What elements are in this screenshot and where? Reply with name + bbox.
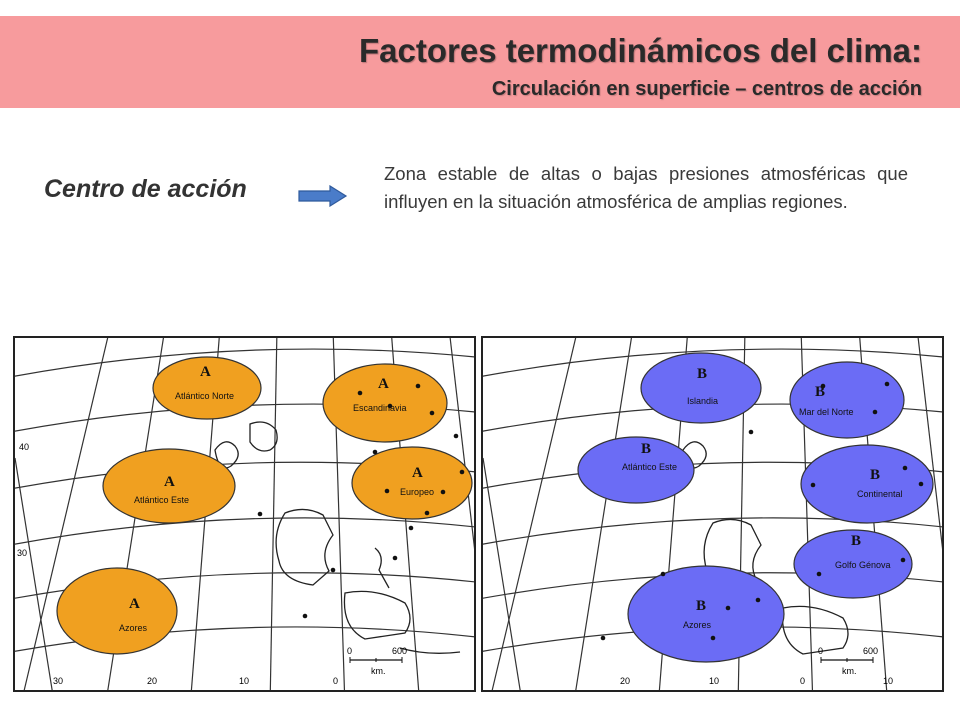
definition-text: Zona estable de altas o bajas presiones …: [384, 163, 908, 212]
scale-bar: 0 600 km.: [818, 646, 878, 676]
center-symbol: A: [378, 376, 389, 392]
center-label: Golfo Génova: [835, 560, 891, 570]
lon-label: 20: [620, 676, 630, 686]
center-label: Europeo: [400, 487, 434, 497]
center-symbol: B: [697, 366, 707, 382]
center-symbol: B: [870, 467, 880, 483]
center-ellipse: [102, 448, 236, 524]
center-ellipse: [800, 444, 934, 524]
lon-label: 0: [800, 676, 805, 686]
station-dots: [600, 381, 924, 641]
lon-label: 0: [333, 676, 338, 686]
center-label: Continental: [857, 489, 903, 499]
center-ellipse: [640, 352, 762, 424]
scale-unit: km.: [371, 666, 386, 676]
center-symbol: A: [164, 474, 175, 490]
lon-label: 10: [709, 676, 719, 686]
low-pressure-map: B Islandia B Mar del Norte B Atlántico E…: [481, 336, 944, 692]
right-arrow-icon: [298, 184, 348, 212]
definition-term: Centro de acción: [44, 175, 247, 203]
high-pressure-map: A Atlántico Norte A Escandinavia A Atlán…: [13, 336, 476, 692]
center-ellipse: [56, 567, 178, 655]
scale-min: 0: [818, 646, 823, 656]
center-symbol: B: [641, 441, 651, 457]
scale-max: 600: [392, 646, 407, 656]
center-symbol: B: [696, 598, 706, 614]
center-ellipse: [627, 565, 785, 663]
center-label: Atlántico Este: [134, 495, 189, 505]
map-graticule: [15, 338, 474, 690]
center-symbol: A: [412, 465, 423, 481]
map-coastline: [214, 421, 461, 654]
lon-label: 10: [883, 676, 893, 686]
page-subtitle: Circulación en superficie – centros de a…: [491, 78, 922, 100]
center-label: Azores: [683, 620, 712, 630]
center-ellipse: [577, 436, 695, 504]
lon-label: 20: [147, 676, 157, 686]
lat-label: 30: [17, 548, 27, 558]
center-symbol: A: [129, 596, 140, 612]
station-dots: [257, 383, 465, 619]
scale-unit: km.: [842, 666, 857, 676]
map-graticule: [483, 338, 942, 690]
page-title: Factores termodinámicos del clima:: [358, 32, 922, 69]
center-ellipse: [793, 529, 913, 599]
center-label: Atlántico Norte: [175, 391, 234, 401]
center-ellipse: [789, 361, 905, 439]
center-ellipse: [322, 363, 448, 443]
high-pressure-centers: [56, 356, 473, 655]
center-ellipse: [351, 446, 473, 520]
center-symbol: A: [200, 364, 211, 380]
scale-min: 0: [347, 646, 352, 656]
center-label: Escandinavia: [353, 403, 407, 413]
center-label: Azores: [119, 623, 148, 633]
center-symbol: B: [815, 384, 825, 400]
title-banner: Factores termodinámicos del clima: Circu…: [0, 16, 960, 108]
center-label: Islandia: [687, 396, 718, 406]
scale-max: 600: [863, 646, 878, 656]
lon-label: 30: [53, 676, 63, 686]
scale-bar: 0 600 km.: [347, 646, 407, 676]
center-label: Atlántico Este: [622, 462, 677, 472]
lat-label: 40: [19, 442, 29, 452]
low-pressure-centers: [577, 352, 934, 663]
center-ellipse: [152, 356, 262, 420]
lon-label: 10: [239, 676, 249, 686]
center-symbol: B: [851, 533, 861, 549]
center-label: Mar del Norte: [799, 407, 854, 417]
